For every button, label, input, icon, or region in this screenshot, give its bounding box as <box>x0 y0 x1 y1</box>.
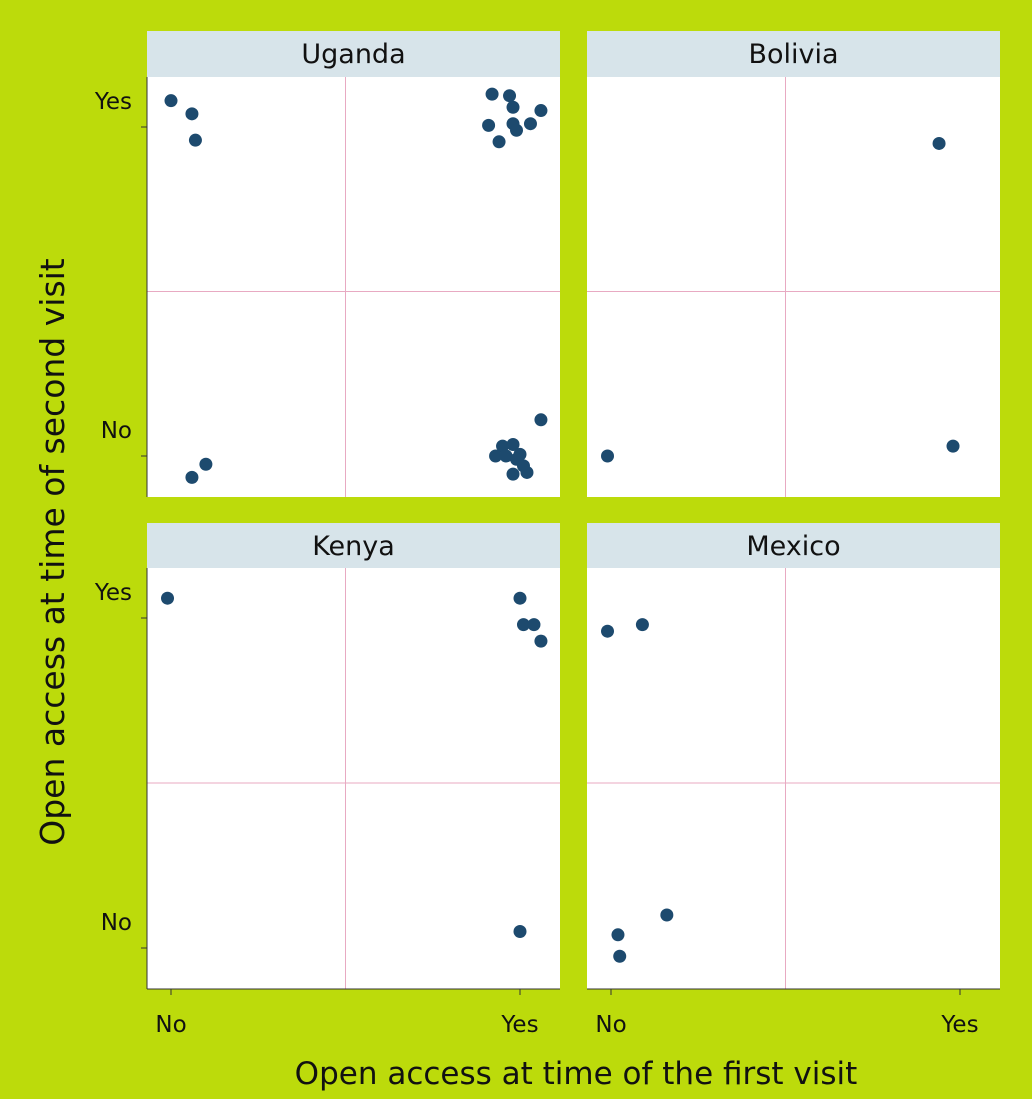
facet-panel-kenya: Kenya Yes No No Yes <box>94 523 560 1038</box>
data-point <box>506 100 520 114</box>
data-point <box>516 618 530 632</box>
y-axis-title: Open access at time of second visit <box>33 258 72 846</box>
facet-panel-mexico: Mexico No Yes <box>587 523 1000 1038</box>
data-point <box>503 89 517 103</box>
facet-title: Kenya <box>312 531 395 562</box>
facet-strip <box>587 31 1000 77</box>
facet-panel-bolivia: Bolivia <box>587 31 1000 497</box>
data-point <box>188 133 202 147</box>
data-point <box>489 449 503 463</box>
y-tick-label: Yes <box>94 89 132 115</box>
data-point <box>485 87 499 101</box>
data-point <box>534 413 548 427</box>
data-point <box>635 618 649 632</box>
facet-strip <box>147 523 560 568</box>
data-point <box>499 449 513 463</box>
data-point <box>492 135 506 149</box>
plot-area <box>587 77 1000 497</box>
data-point <box>601 624 615 638</box>
facet-strip <box>147 31 560 77</box>
panels-layer: Uganda Yes No Bolivia Kenya Yes No No Yes Mexico N… <box>94 31 1000 1038</box>
data-point <box>510 123 524 137</box>
data-point <box>660 908 674 922</box>
data-point <box>520 465 534 479</box>
plot-area <box>587 568 1000 989</box>
y-tick-label: No <box>101 910 132 936</box>
data-point <box>932 136 946 150</box>
data-point <box>513 591 527 605</box>
data-point <box>185 107 199 121</box>
y-tick-label: Yes <box>94 580 132 606</box>
x-tick-label: Yes <box>500 1012 538 1038</box>
data-point <box>161 591 175 605</box>
data-point <box>506 467 520 481</box>
y-tick-label: No <box>101 418 132 444</box>
data-point <box>482 118 496 132</box>
x-tick-label: No <box>595 1012 626 1038</box>
data-point <box>513 925 527 938</box>
data-point <box>534 634 548 648</box>
x-tick-label: Yes <box>940 1012 978 1038</box>
data-point <box>164 94 178 108</box>
plot-area <box>147 568 560 989</box>
data-point <box>523 117 537 131</box>
data-point <box>613 949 627 963</box>
data-point <box>185 470 199 484</box>
facet-panel-uganda: Uganda Yes No <box>94 31 560 497</box>
facet-title: Mexico <box>746 531 840 562</box>
data-point <box>496 439 510 453</box>
data-point <box>199 457 213 471</box>
data-point <box>527 618 541 632</box>
data-point <box>601 449 615 463</box>
plot-area <box>147 77 560 497</box>
data-point <box>534 104 548 118</box>
facet-title: Uganda <box>301 39 405 70</box>
data-point <box>611 928 625 942</box>
x-axis-title: Open access at time of the first visit <box>295 1056 858 1092</box>
facet-title: Bolivia <box>748 39 838 70</box>
facet-strip <box>587 523 1000 568</box>
x-tick-label: No <box>155 1012 186 1038</box>
data-point <box>506 437 520 451</box>
data-point <box>946 439 960 453</box>
